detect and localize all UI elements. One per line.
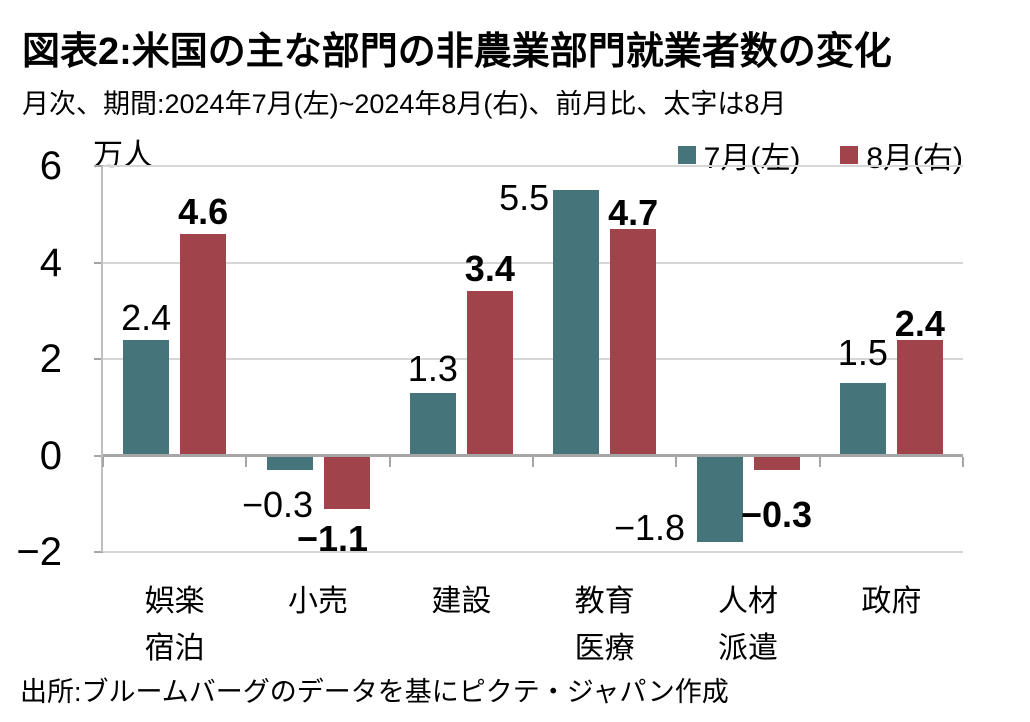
legend-label-july: 7月(左) <box>703 142 801 175</box>
bar-july-5 <box>839 383 886 456</box>
y-axis-tick <box>94 454 103 457</box>
legend-item-august: 8月(右) <box>840 133 963 177</box>
chart-subtitle: 月次、期間:2024年7月(左)~2024年8月(右)、前月比、太字は8月 <box>22 89 787 119</box>
gridline <box>103 551 963 553</box>
y-axis-line <box>101 166 103 552</box>
bar-august-0 <box>180 233 227 456</box>
bar-july-1 <box>266 455 313 470</box>
value-label-august-1: −1.1 <box>296 517 369 559</box>
gridline <box>103 358 963 360</box>
value-label-july-0: 2.4 <box>121 296 172 338</box>
x-axis-tick <box>388 457 391 467</box>
x-axis-tick <box>102 457 104 467</box>
bar-july-0 <box>123 339 170 456</box>
bar-august-1 <box>323 455 370 509</box>
value-label-july-1: −0.3 <box>241 483 314 525</box>
gridline <box>103 261 963 264</box>
bar-august-5 <box>896 339 943 456</box>
bar-august-3 <box>610 228 657 456</box>
x-axis-zero-line <box>103 454 963 457</box>
category-label-0: 娯楽 宿泊 <box>144 585 205 665</box>
y-axis-tick <box>94 551 103 553</box>
chart-title: 図表2:米国の主な部門の非農業部門就業者数の変化 <box>22 31 892 73</box>
value-label-july-4: −1.8 <box>613 507 686 549</box>
value-label-august-5: 2.4 <box>894 302 945 344</box>
value-label-july-5: 1.5 <box>837 332 888 374</box>
y-tick-label: 6 <box>39 144 62 188</box>
bar-july-3 <box>553 190 600 456</box>
value-label-july-2: 1.3 <box>407 347 458 389</box>
bar-august-4 <box>753 455 800 470</box>
source-note: 出所:ブルームバーグのデータを基にピクテ・ジャパン作成 <box>20 677 729 707</box>
category-label-3: 教育 医療 <box>574 585 635 665</box>
x-axis-tick <box>675 457 678 467</box>
gridline <box>103 165 963 167</box>
legend-swatch-august-icon <box>840 146 859 164</box>
category-label-4: 人材 派遣 <box>718 585 778 665</box>
chart-legend: 7月(左) 8月(右) <box>677 133 963 177</box>
value-label-august-4: −0.3 <box>740 493 813 535</box>
y-tick-label: −2 <box>16 530 62 574</box>
legend-item-july: 7月(左) <box>677 133 801 177</box>
y-tick-label: 4 <box>39 240 62 285</box>
y-axis-tick <box>94 165 103 167</box>
bar-july-2 <box>409 392 456 456</box>
x-axis-tick <box>818 457 821 467</box>
y-tick-label: 0 <box>39 433 62 478</box>
legend-label-august: 8月(右) <box>866 142 963 175</box>
legend-swatch-july-icon <box>677 146 696 164</box>
category-label-5: 政府 <box>861 585 922 618</box>
x-axis-tick <box>962 457 964 467</box>
category-label-2: 建設 <box>431 585 492 618</box>
bar-august-2 <box>466 291 513 456</box>
y-axis-tick <box>94 358 103 360</box>
y-axis-tick <box>94 261 103 264</box>
value-label-august-3: 4.7 <box>608 191 659 233</box>
x-axis-tick <box>532 457 534 467</box>
bar-july-4 <box>696 455 743 543</box>
value-label-july-3: 5.5 <box>499 177 550 219</box>
value-label-august-0: 4.6 <box>178 190 229 232</box>
x-axis-tick <box>245 457 248 467</box>
y-tick-label: 2 <box>39 337 62 381</box>
category-label-1: 小売 <box>288 585 348 618</box>
value-label-august-2: 3.4 <box>464 248 515 290</box>
